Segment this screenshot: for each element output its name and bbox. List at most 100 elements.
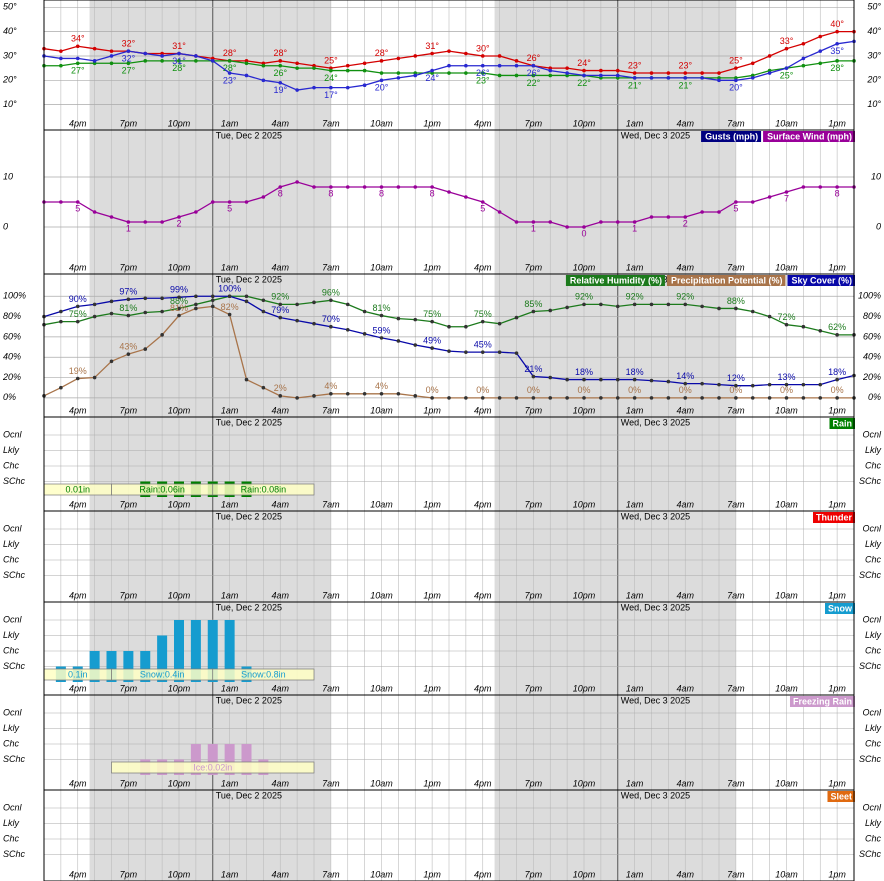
data-point [531, 220, 536, 224]
time-label: 1pm [423, 590, 441, 600]
data-point [835, 59, 839, 63]
value-label: 5 [733, 203, 738, 213]
data-point [194, 210, 198, 214]
level-label: SChc [859, 570, 882, 580]
value-label: 28° [172, 63, 186, 73]
value-label: 62% [828, 322, 846, 332]
time-label: 10am [775, 683, 798, 693]
data-point [497, 73, 502, 78]
time-label: 10am [370, 683, 393, 693]
data-point [447, 396, 451, 400]
data-point [59, 200, 63, 204]
data-point [801, 324, 806, 329]
data-point [160, 296, 164, 301]
data-point [801, 396, 806, 400]
value-label: 20° [375, 83, 389, 93]
value-label: 34° [71, 34, 85, 44]
data-point [835, 333, 839, 337]
value-label: 0 [581, 228, 586, 238]
level-label: Ocnl [862, 614, 882, 624]
time-label: 10pm [168, 405, 191, 415]
data-point [447, 324, 451, 329]
level-label: Lkly [865, 723, 882, 733]
data-point [666, 71, 671, 75]
data-point [143, 220, 148, 224]
data-point [278, 80, 283, 85]
data-point [734, 66, 738, 70]
time-label: 4pm [474, 499, 492, 509]
y-tick-label: 40% [3, 352, 21, 362]
data-point [750, 200, 755, 204]
value-label: 26° [527, 68, 541, 78]
value-label: 5 [75, 203, 80, 213]
data-point [700, 210, 704, 214]
time-label: 4pm [474, 405, 492, 415]
data-point [649, 76, 654, 80]
data-point [379, 185, 384, 189]
time-label: 4am [271, 262, 289, 272]
value-label: 75% [423, 309, 441, 319]
time-label: 7pm [120, 683, 138, 693]
data-point [734, 396, 738, 400]
amount-box [212, 668, 315, 681]
value-label: 26° [476, 68, 490, 78]
data-point [632, 71, 637, 75]
data-point [126, 61, 131, 66]
data-point [278, 315, 283, 320]
value-label: 32° [122, 38, 136, 48]
time-label: 7pm [120, 590, 138, 600]
value-label: 18% [626, 367, 644, 377]
time-label: 4pm [69, 405, 87, 415]
time-label: 1am [626, 869, 644, 879]
data-point [565, 225, 569, 229]
data-point [700, 396, 704, 400]
data-point [430, 185, 434, 189]
data-point [565, 396, 569, 400]
data-point [784, 46, 789, 51]
data-point [261, 385, 266, 390]
value-label: 32° [122, 53, 136, 63]
value-label: 27° [71, 66, 85, 76]
time-label: 10pm [168, 262, 191, 272]
time-label: 4pm [69, 683, 87, 693]
date-label: Tue, Dec 2 2025 [216, 417, 282, 427]
data-point [75, 61, 80, 66]
data-point [835, 396, 839, 400]
precip-bar [89, 651, 100, 682]
data-point [734, 78, 738, 83]
level-label: Ocnl [862, 523, 882, 533]
data-point [447, 63, 451, 68]
value-label: 22° [527, 78, 541, 88]
data-point [480, 63, 485, 68]
time-label: 4pm [69, 262, 87, 272]
value-label: 92% [676, 292, 694, 302]
value-label: 40° [830, 19, 844, 29]
precip-bar [123, 651, 134, 682]
data-point [734, 200, 738, 204]
time-label: 4pm [474, 118, 492, 128]
time-label: 10pm [168, 499, 191, 509]
data-point [396, 392, 401, 396]
value-label: 2 [176, 218, 181, 228]
y-tick-label: 100% [858, 291, 881, 301]
time-label: 7am [322, 590, 340, 600]
data-point [700, 71, 704, 75]
date-label: Wed, Dec 3 2025 [621, 695, 690, 705]
value-label: 21° [628, 80, 642, 90]
amount-label: 0.1in [68, 669, 88, 679]
value-label: 8 [430, 188, 435, 198]
data-point [345, 392, 350, 396]
data-point [430, 68, 434, 73]
data-point [531, 73, 536, 78]
value-label: 23° [678, 60, 692, 70]
data-point [295, 88, 299, 92]
date-label: Tue, Dec 2 2025 [216, 695, 282, 705]
value-label: 18% [828, 367, 846, 377]
level-label: Lkly [3, 539, 20, 549]
data-point [261, 309, 266, 314]
level-label: Lkly [865, 818, 882, 828]
time-label: 7pm [525, 118, 543, 128]
data-point [143, 51, 148, 56]
data-point [531, 374, 536, 379]
date-label: Wed, Dec 3 2025 [621, 511, 690, 521]
